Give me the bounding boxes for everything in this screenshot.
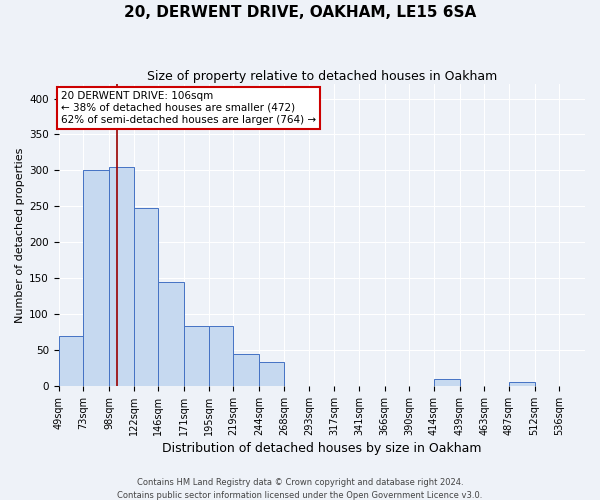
Bar: [233, 354, 259, 386]
Y-axis label: Number of detached properties: Number of detached properties: [15, 148, 25, 323]
Bar: [509, 382, 535, 386]
Bar: [158, 282, 184, 386]
Text: 20, DERWENT DRIVE, OAKHAM, LE15 6SA: 20, DERWENT DRIVE, OAKHAM, LE15 6SA: [124, 5, 476, 20]
Bar: [434, 379, 460, 386]
Bar: [83, 170, 109, 386]
Bar: [134, 208, 158, 386]
Text: Contains HM Land Registry data © Crown copyright and database right 2024.
Contai: Contains HM Land Registry data © Crown c…: [118, 478, 482, 500]
Text: 20 DERWENT DRIVE: 106sqm
← 38% of detached houses are smaller (472)
62% of semi-: 20 DERWENT DRIVE: 106sqm ← 38% of detach…: [61, 92, 316, 124]
Bar: [184, 326, 209, 386]
Bar: [59, 336, 83, 386]
Bar: [259, 362, 284, 386]
Bar: [109, 167, 134, 386]
X-axis label: Distribution of detached houses by size in Oakham: Distribution of detached houses by size …: [162, 442, 482, 455]
Title: Size of property relative to detached houses in Oakham: Size of property relative to detached ho…: [146, 70, 497, 83]
Bar: [209, 326, 233, 386]
